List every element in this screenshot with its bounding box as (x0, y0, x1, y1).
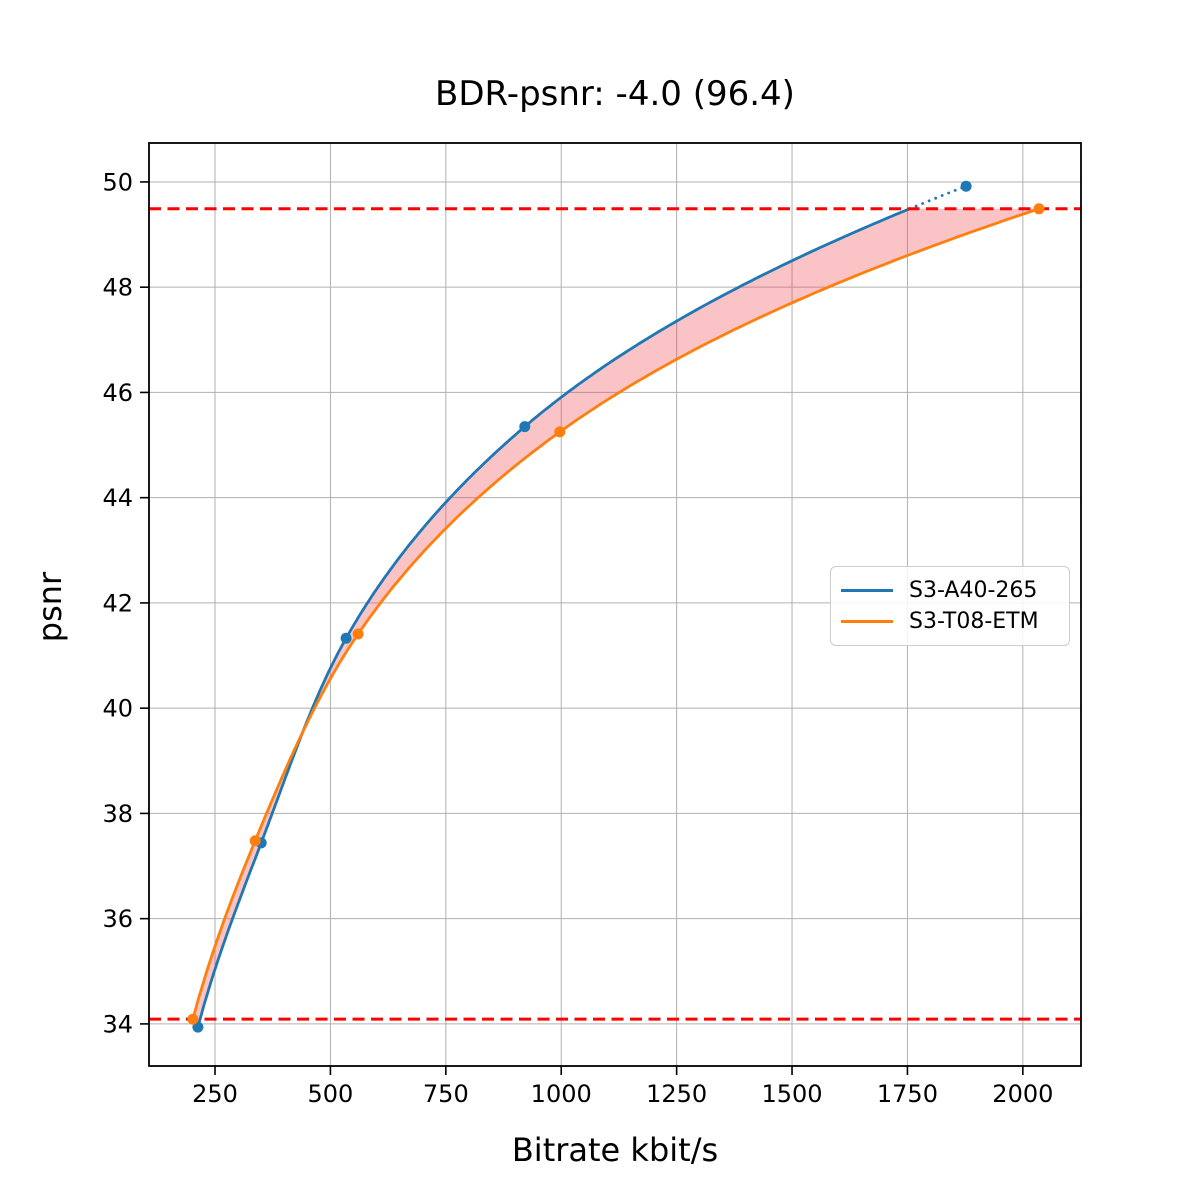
x-tick-label: 500 (308, 1080, 354, 1108)
y-tick-label: 36 (102, 905, 133, 933)
legend: S3-A40-265 S3-T08-ETM (830, 566, 1070, 646)
x-tick-label: 1000 (531, 1080, 592, 1108)
x-tick-label: 250 (192, 1080, 238, 1108)
data-point-s3-a40-265 (960, 180, 972, 192)
legend-label: S3-T08-ETM (909, 609, 1039, 634)
rd-curve-extrapolated-s3-a40-265 (908, 184, 968, 211)
x-tick-label: 1500 (761, 1080, 822, 1108)
y-tick-label: 50 (102, 168, 133, 196)
chart-title: BDR-psnr: -4.0 (96.4) (435, 74, 795, 114)
x-tick-label: 750 (423, 1080, 469, 1108)
x-tick-label: 1250 (646, 1080, 707, 1108)
legend-item: S3-T08-ETM (841, 607, 1057, 637)
plot-frame (148, 142, 1082, 1067)
y-axis-label: psnr (31, 571, 69, 643)
data-point-s3-t08-etm (187, 1013, 199, 1025)
data-point-s3-a40-265 (340, 632, 352, 644)
data-point-s3-t08-etm (352, 628, 364, 640)
bd-shaded-band (192, 208, 1039, 1020)
data-point-s3-a40-265 (519, 421, 531, 433)
legend-line-swatch-blue (841, 589, 893, 592)
y-tick-label: 34 (102, 1010, 133, 1038)
legend-label: S3-A40-265 (909, 578, 1038, 603)
data-point-s3-t08-etm (554, 426, 566, 438)
y-tick-label: 38 (102, 800, 133, 828)
y-tick-label: 42 (102, 589, 133, 617)
x-tick-label: 1750 (877, 1080, 938, 1108)
y-tick-label: 48 (102, 274, 133, 302)
data-point-s3-a40-265 (192, 1021, 204, 1033)
legend-item: S3-A40-265 (841, 576, 1057, 606)
data-point-s3-t08-etm (249, 835, 261, 847)
y-tick-label: 40 (102, 695, 133, 723)
data-point-s3-t08-etm (1033, 203, 1045, 215)
rd-curve-s3-a40-265 (196, 207, 911, 1028)
x-tick-label: 2000 (992, 1080, 1053, 1108)
legend-line-swatch-orange (841, 620, 893, 623)
x-axis-label: Bitrate kbit/s (511, 1131, 719, 1169)
y-tick-label: 46 (102, 379, 133, 407)
y-tick-label: 44 (102, 484, 133, 512)
rd-curve-s3-t08-etm (191, 207, 1040, 1020)
